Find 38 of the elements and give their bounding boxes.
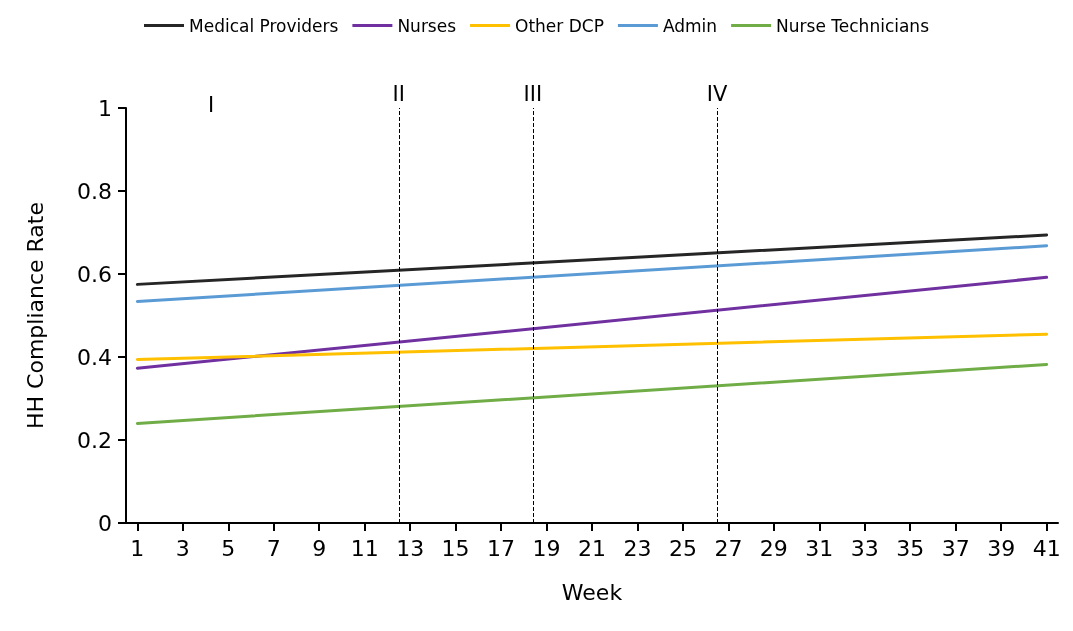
x-tick-label: 39: [987, 535, 1016, 561]
x-tick-label: 9: [312, 535, 327, 561]
annotation: I: [208, 92, 215, 117]
x-tick-label: 11: [350, 535, 379, 561]
legend-label: Admin: [662, 15, 718, 36]
x-tick-label: 25: [668, 535, 697, 561]
x-tick-label: 13: [396, 535, 425, 561]
x-tick-label: 21: [578, 535, 606, 561]
x-tick-label: 3: [175, 535, 190, 561]
y-tick-label: 0: [98, 510, 112, 536]
x-tick-label: 35: [896, 535, 925, 561]
x-tick-label: 31: [805, 535, 834, 561]
x-tick-label: 27: [714, 535, 743, 561]
x-tick-label: 41: [1032, 535, 1061, 561]
x-tick-label: 33: [850, 535, 879, 561]
x-axis-title: Week: [561, 579, 623, 605]
y-tick-label: 0.8: [77, 178, 112, 204]
x-tick-label: 37: [941, 535, 970, 561]
x-tick-label: 7: [266, 535, 281, 561]
ref-line-label: IV: [706, 81, 728, 106]
legend-label: Medical Providers: [189, 15, 339, 36]
ref-line-label: II: [392, 81, 405, 106]
y-axis-title: HH Compliance Rate: [22, 201, 48, 430]
x-tick-label: 23: [623, 535, 652, 561]
y-tick-label: 0.2: [77, 427, 112, 453]
legend-label: Other DCP: [515, 15, 604, 36]
x-tick-label: 5: [221, 535, 236, 561]
x-tick-label: 15: [441, 535, 470, 561]
y-tick-label: 0.6: [77, 261, 112, 287]
legend-label: Nurses: [397, 15, 457, 36]
x-tick-label: 19: [532, 535, 561, 561]
y-tick-label: 0.4: [77, 344, 112, 370]
x-tick-label: 29: [759, 535, 788, 561]
ref-line-label: III: [523, 81, 543, 106]
x-tick-label: 17: [487, 535, 516, 561]
legend-label: Nurse Technicians: [776, 15, 930, 36]
x-tick-label: 1: [130, 535, 145, 561]
y-tick-label: 1: [98, 95, 112, 121]
